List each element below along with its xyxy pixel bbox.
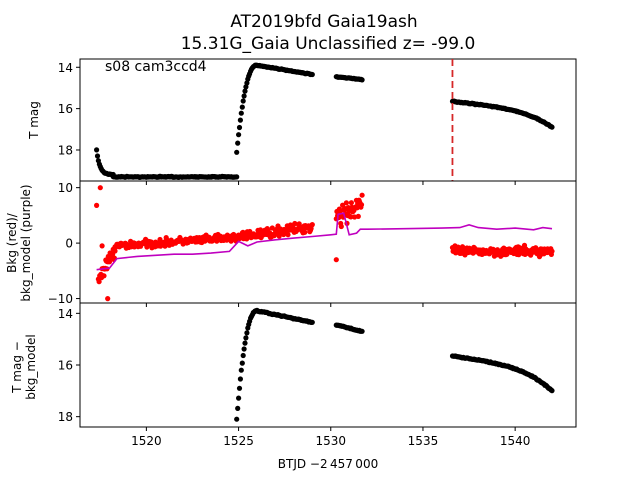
y-tick-label: 16 [58, 359, 73, 373]
data-point [101, 273, 107, 279]
data-point [348, 200, 354, 206]
y-tick-label: 18 [58, 143, 73, 157]
data-point [359, 328, 365, 334]
y-tick-label: 14 [58, 61, 73, 75]
data-point [239, 360, 245, 366]
data-point-outlier [94, 202, 100, 208]
data-point [236, 385, 243, 391]
plot-area-1 [94, 185, 555, 302]
data-point [238, 367, 244, 373]
y-tick-label: 18 [58, 410, 73, 424]
data-point-outlier [333, 257, 339, 263]
data-point [235, 405, 241, 411]
y-tick-label: 0 [65, 237, 73, 251]
chart-title: AT2019bfd Gaia19ash [230, 12, 417, 32]
data-point [309, 71, 315, 78]
y-axis-label-0: T mag [27, 101, 41, 140]
data-point [244, 80, 250, 86]
data-point [359, 192, 365, 198]
data-point [234, 416, 240, 422]
series-line-1-1 [96, 212, 553, 271]
y-tick-label: 16 [58, 102, 73, 116]
panel-bottom: 14 16 18 T mag −bkg_model 1520 1525 1530 1535 15… [10, 302, 577, 448]
data-point [549, 388, 555, 394]
data-point [239, 104, 245, 110]
y-tick-label: 10 [58, 181, 73, 195]
data-point [112, 248, 118, 254]
y-tick-label: 14 [58, 307, 73, 321]
data-point [358, 202, 365, 208]
data-point [241, 93, 247, 99]
data-point [240, 352, 246, 359]
x-tick-label: 1525 [223, 434, 254, 448]
data-point [355, 213, 361, 219]
data-point [242, 88, 248, 94]
data-point [236, 124, 243, 131]
panel-middle: 10 0 −10 Bkg (red)/bkg_model (purple) [5, 180, 577, 307]
data-point [234, 174, 240, 180]
data-point [242, 340, 248, 346]
data-point [343, 200, 349, 206]
x-axis-label: BTJD −2 457 000 [278, 457, 378, 471]
data-point [549, 124, 555, 130]
data-point [236, 395, 242, 401]
data-point [309, 319, 315, 325]
data-point-outlier [99, 243, 105, 249]
data-point-outlier [105, 296, 111, 302]
data-point [309, 222, 315, 228]
data-point [94, 153, 101, 159]
data-point [240, 98, 246, 104]
data-point [94, 147, 100, 153]
data-point [238, 110, 244, 116]
x-tick-label: 1535 [408, 434, 439, 448]
y-axis-label-2: T mag −bkg_model [10, 334, 38, 400]
panel-top: 14 16 18 T mag [27, 58, 577, 185]
data-point [234, 149, 240, 155]
data-point [244, 330, 250, 336]
x-tick-label: 1520 [131, 434, 162, 448]
y-axis-label-1: Bkg (red)/bkg_model (purple) [5, 184, 33, 301]
data-point [348, 214, 354, 220]
sector-annotation: s08 cam3ccd4 [105, 59, 207, 75]
data-point [359, 77, 365, 83]
data-point [236, 132, 242, 138]
data-point [549, 248, 555, 254]
x-tick-label: 1530 [315, 434, 346, 448]
plot-area-2 [234, 307, 555, 422]
data-point [237, 376, 243, 382]
data-point [285, 232, 291, 238]
data-point-outlier [97, 185, 103, 191]
data-point [235, 140, 241, 146]
chart-subtitle: 15.31G_Gaia Unclassified z= -99.0 [181, 34, 476, 54]
plot-area-0 [94, 62, 555, 180]
data-point [243, 335, 249, 341]
data-point [302, 229, 308, 235]
y-tick-label: −10 [48, 292, 73, 306]
data-point [241, 346, 247, 352]
data-point [237, 117, 243, 123]
data-point [243, 84, 249, 90]
axes-frame-0 [79, 58, 577, 182]
data-point [338, 223, 344, 230]
data-point [96, 279, 102, 285]
x-tick-label: 1540 [500, 434, 531, 448]
